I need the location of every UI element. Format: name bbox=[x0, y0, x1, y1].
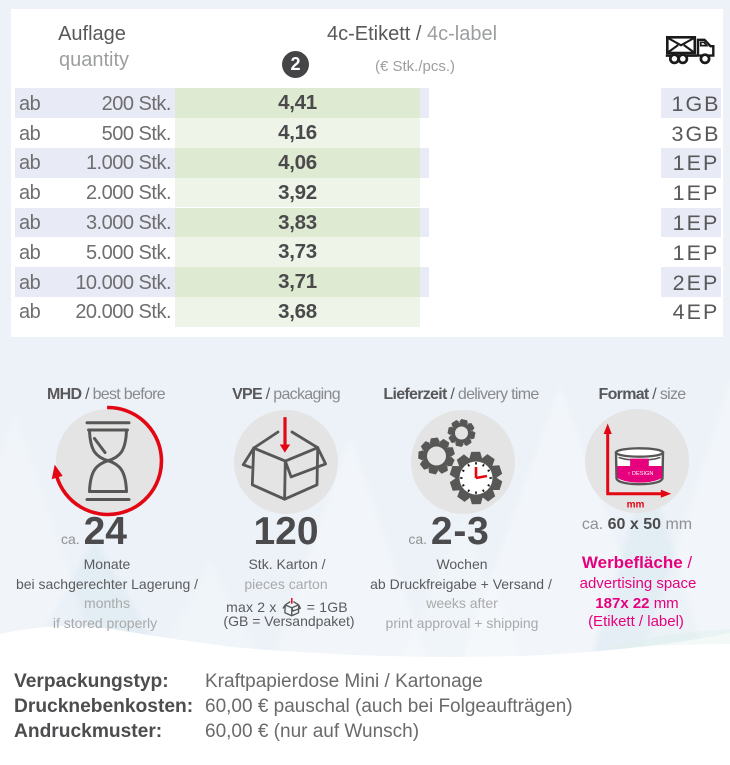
svg-text:↑ DESIGN: ↑ DESIGN bbox=[628, 471, 654, 477]
svg-text:mm: mm bbox=[627, 500, 645, 511]
